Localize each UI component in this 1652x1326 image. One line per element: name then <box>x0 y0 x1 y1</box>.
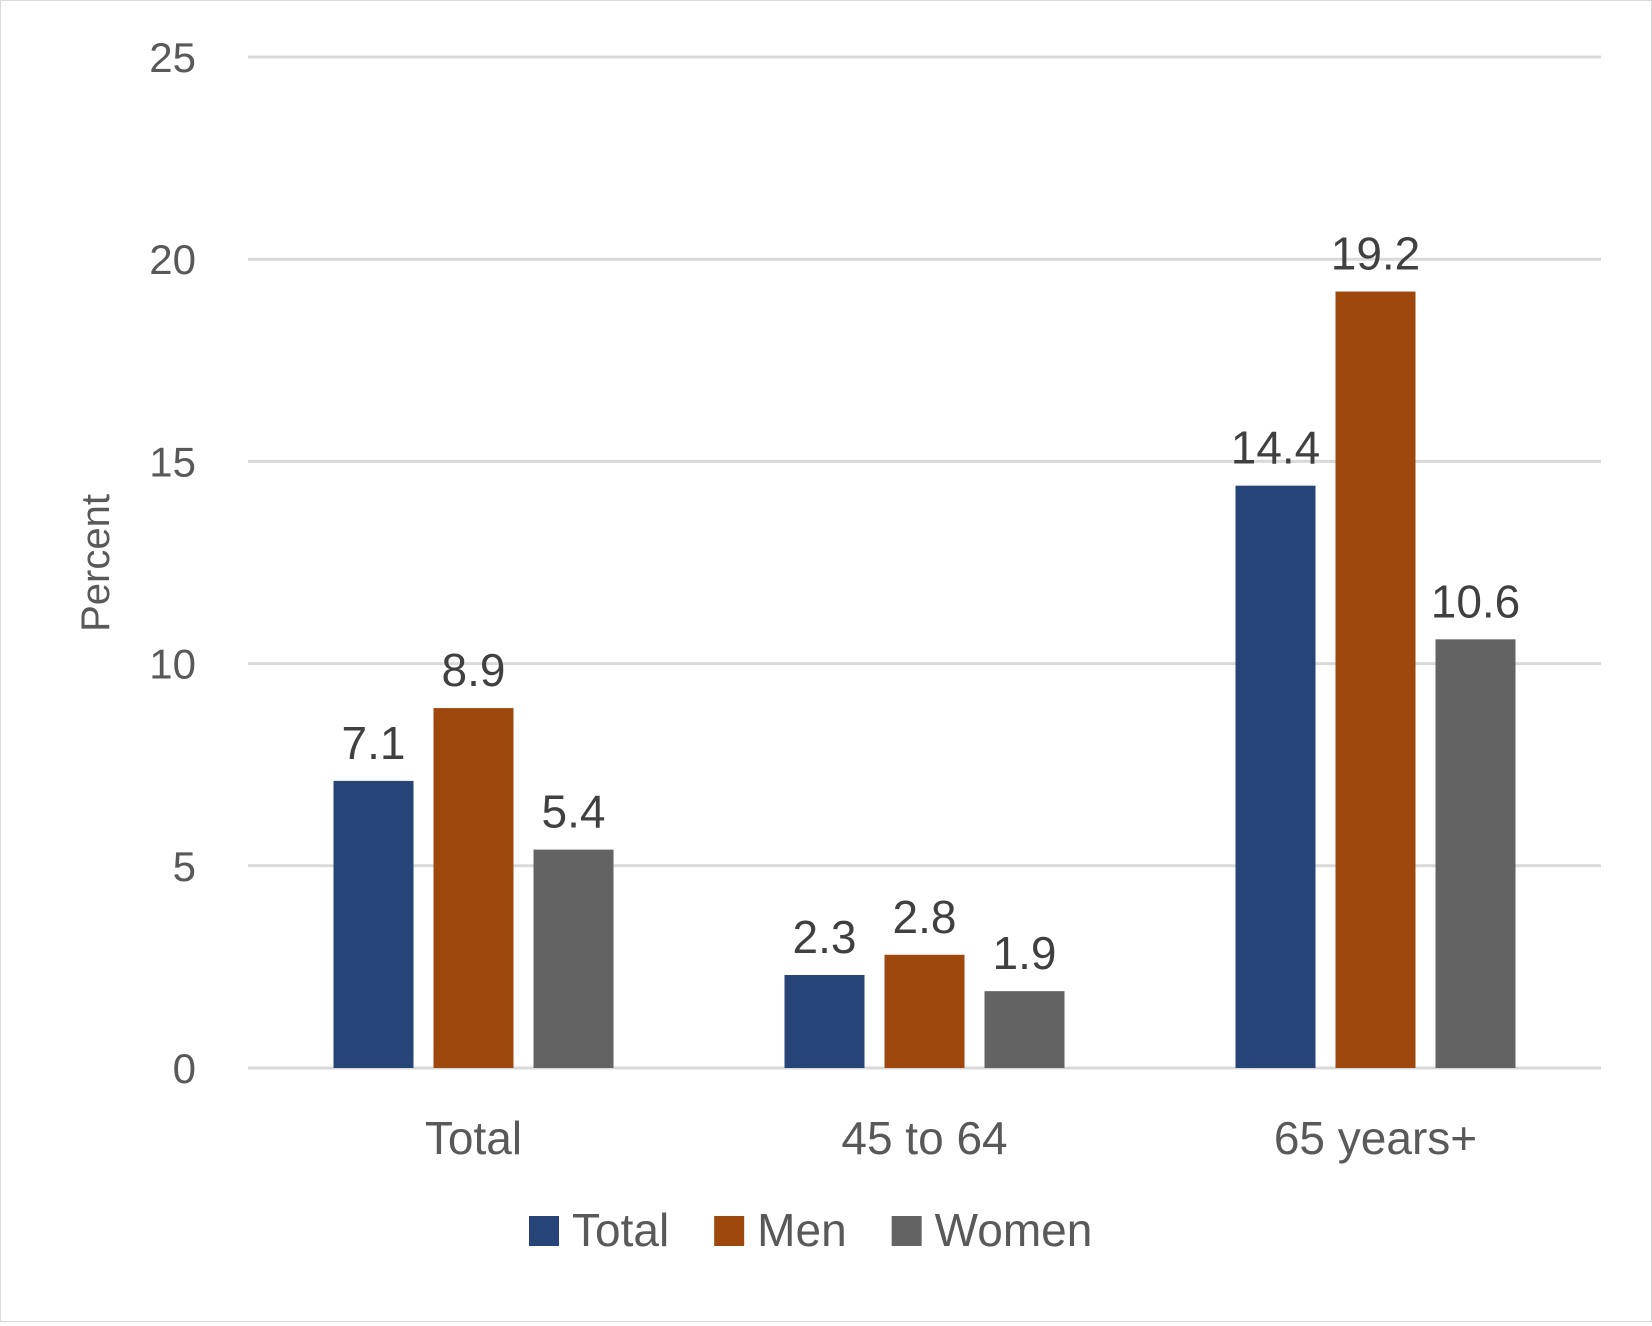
y-tick-label: 25 <box>149 34 196 81</box>
bar <box>1235 485 1316 1068</box>
bars <box>333 291 1516 1068</box>
y-tick-label: 0 <box>173 1045 196 1092</box>
data-label: 7.1 <box>342 717 406 769</box>
y-tick-label: 20 <box>149 236 196 283</box>
data-label: 2.3 <box>793 911 857 963</box>
bar <box>784 974 865 1068</box>
category-label: 45 to 64 <box>841 1112 1007 1164</box>
bar <box>533 849 614 1068</box>
legend-swatch <box>529 1216 559 1246</box>
legend-label: Men <box>757 1204 846 1256</box>
data-label: 8.9 <box>442 644 506 696</box>
y-tick-label: 15 <box>149 438 196 485</box>
category-label: Total <box>425 1112 522 1164</box>
y-axis-title: Percent <box>74 494 118 632</box>
data-label: 5.4 <box>542 786 606 838</box>
y-axis-ticks: 0 5 10 15 20 25 <box>149 34 196 1092</box>
data-label: 19.2 <box>1331 228 1421 280</box>
legend: Total Men Women <box>529 1204 1092 1256</box>
bar <box>1435 639 1516 1068</box>
legend-swatch <box>891 1216 922 1246</box>
legend-swatch <box>714 1216 745 1246</box>
bar <box>884 954 965 1068</box>
bar <box>1335 291 1416 1068</box>
y-tick-label: 5 <box>173 843 196 890</box>
y-tick-label: 10 <box>149 641 196 688</box>
data-labels: 7.1 8.9 5.4 2.3 2.8 1.9 14.4 19.2 10.6 <box>342 228 1521 980</box>
x-axis-categories: Total 45 to 64 65 years+ <box>425 1112 1477 1164</box>
bar <box>333 780 414 1068</box>
bar <box>433 708 514 1068</box>
data-label: 10.6 <box>1431 575 1521 627</box>
data-label: 2.8 <box>893 891 957 943</box>
bar <box>984 991 1065 1068</box>
legend-label: Total <box>572 1204 669 1256</box>
data-label: 14.4 <box>1231 422 1321 474</box>
data-label: 1.9 <box>993 927 1057 979</box>
category-label: 65 years+ <box>1274 1112 1477 1164</box>
legend-label: Women <box>935 1204 1093 1256</box>
